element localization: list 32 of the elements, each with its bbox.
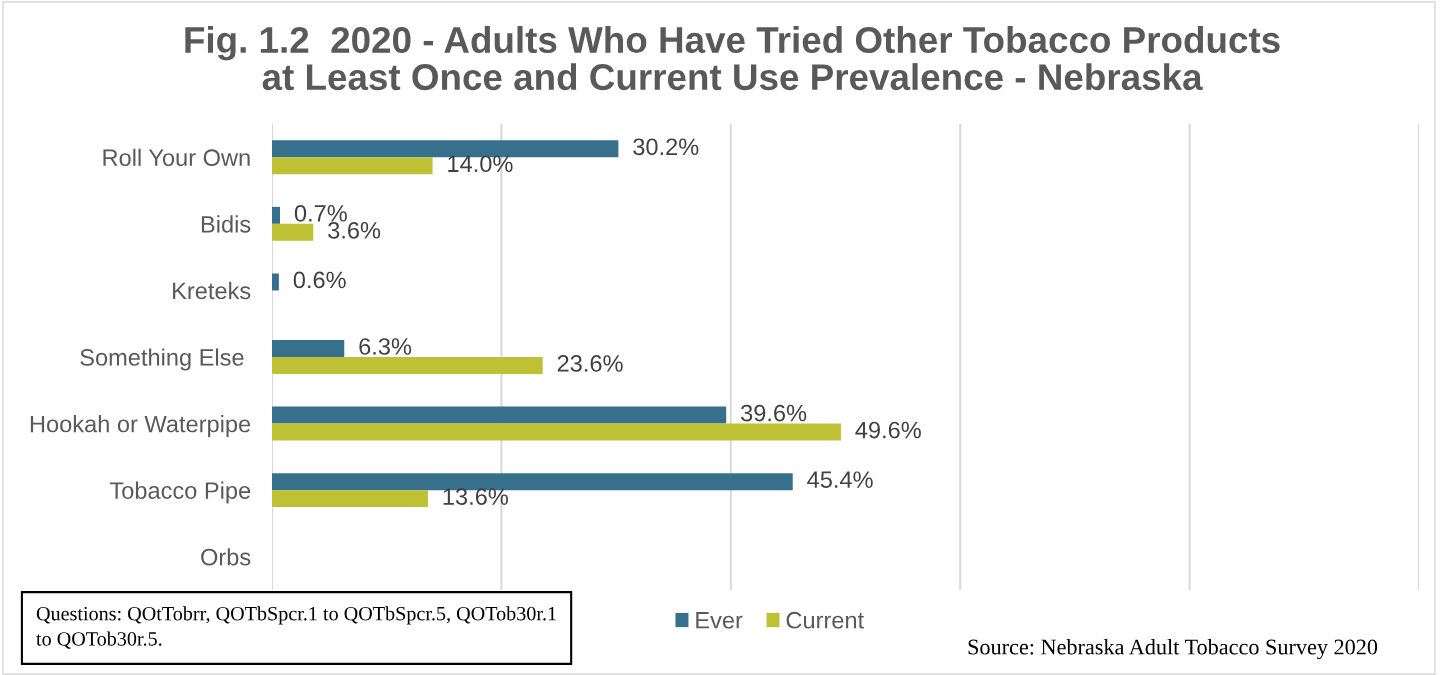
bar — [272, 340, 345, 357]
bar — [272, 273, 279, 291]
bar — [272, 490, 428, 508]
bar — [272, 223, 314, 241]
y-tick-label: Orbs — [201, 548, 251, 566]
bar — [272, 423, 841, 441]
bar — [272, 357, 543, 374]
data-label: 13.6% — [443, 488, 508, 505]
chart-title: Fig. 1.2 2020 - Adults Who Have Tried Other Tobacco Products at Least Once and Current Use Prevalence - Nebraska — [185, 26, 1280, 91]
data-label: 39.6% — [741, 404, 807, 422]
y-tick-label: Kreteks — [173, 281, 251, 300]
data-label: 0.6% — [293, 271, 346, 289]
data-label: 45.4% — [807, 471, 873, 488]
data-label: 30.2% — [633, 138, 699, 156]
y-tick-label: Bidis — [201, 215, 251, 233]
y-tick-label: Tobacco Pipe — [109, 481, 251, 504]
legend-label: Ever — [696, 612, 743, 629]
source-note: Source: Nebraska Adult Tobacco Survey 2020 — [968, 638, 1378, 660]
data-label: 6.3% — [359, 338, 412, 355]
legend-label: Current — [786, 611, 864, 629]
y-tick-label: Something Else — [80, 348, 244, 371]
y-tick-label: Hookah or Waterpipe — [30, 415, 251, 438]
bar — [272, 406, 727, 424]
text: Questions: QOtTobrr, QOTbSpcr.1 to QOTbSpcr.5, QOTob30r.1 to QOTob30r.5. — [36, 606, 556, 649]
y-tick-label: Roll Your Own — [103, 148, 250, 167]
data-label: 49.6% — [855, 421, 921, 439]
bar — [272, 157, 433, 175]
bar — [272, 206, 281, 224]
data-label: 3.6% — [328, 221, 381, 239]
data-label: 14.0% — [448, 155, 513, 173]
data-label: 0.7% — [294, 204, 347, 222]
data-label: 23.6% — [557, 355, 623, 372]
